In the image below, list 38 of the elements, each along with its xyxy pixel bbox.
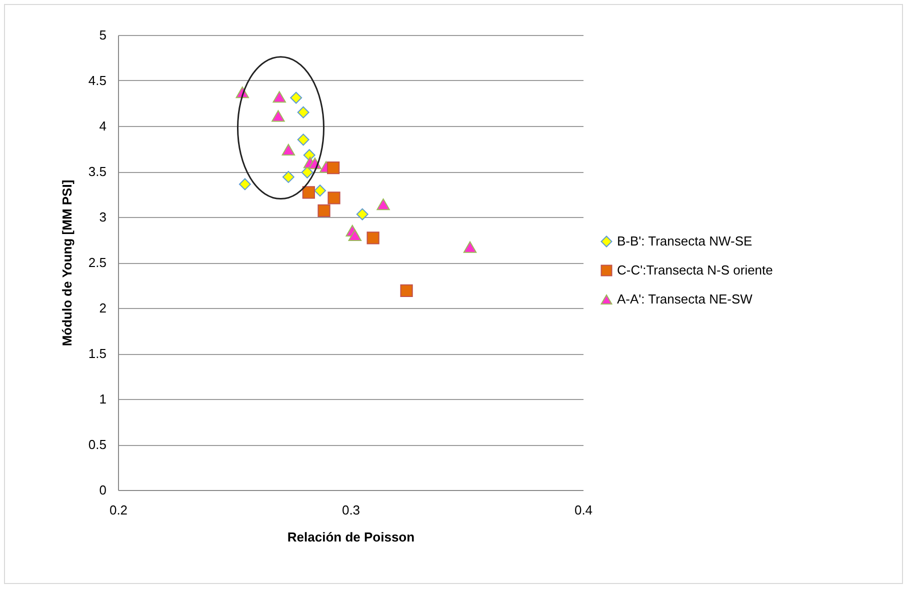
point	[272, 110, 285, 122]
point	[314, 184, 326, 197]
y-tick-label: 4	[99, 118, 106, 134]
y-tick-label: 2	[99, 300, 106, 316]
x-tick-label: 0.4	[574, 502, 593, 518]
x-tick-label: 0.2	[109, 502, 128, 518]
point	[297, 134, 310, 146]
point	[318, 204, 330, 217]
point	[463, 241, 477, 253]
point	[348, 229, 362, 242]
point	[328, 192, 340, 204]
point	[297, 106, 310, 118]
y-tick-label: 2.5	[88, 255, 106, 270]
y-axis-title: Módulo de Young [MM PSI]	[59, 180, 74, 346]
point	[326, 162, 340, 174]
point	[400, 284, 413, 298]
point	[238, 178, 251, 190]
point	[356, 208, 368, 220]
legend-label: B-B': Transecta NW-SE	[617, 234, 752, 248]
point	[302, 186, 315, 199]
point	[282, 170, 294, 183]
y-tick-label: 3.5	[88, 164, 106, 179]
legend-label: C-C':Transecta N-S oriente	[617, 262, 773, 278]
point	[272, 91, 286, 103]
point	[366, 232, 380, 244]
point	[290, 92, 302, 104]
y-tick-label: 3	[99, 210, 106, 224]
point	[282, 144, 296, 156]
point	[376, 198, 390, 210]
y-tick-label: 1	[99, 392, 106, 406]
x-axis-title: Relación de Poisson	[287, 530, 415, 544]
y-tick-label: 1.5	[88, 346, 106, 361]
legend-label: A-A': Transecta NE-SW	[617, 292, 754, 306]
y-tick-label: 0.5	[88, 437, 106, 452]
y-tick-label: 5	[99, 28, 106, 42]
y-tick-label: 4.5	[88, 73, 106, 88]
x-tick-label: 0.3	[342, 502, 360, 518]
y-tick-label: 0	[99, 482, 106, 498]
